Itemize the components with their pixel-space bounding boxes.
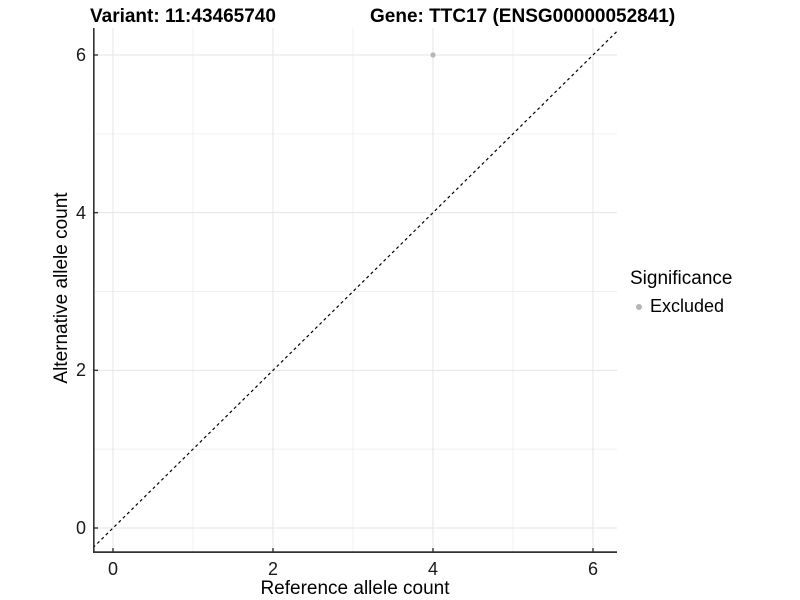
plot-panel — [93, 28, 617, 553]
plot-title-variant: Variant: 11:43465740 — [90, 6, 276, 27]
y-tick-label: 6 — [75, 45, 86, 65]
plot-canvas — [93, 28, 617, 553]
x-tick-label: 6 — [587, 559, 599, 579]
x-tick-label: 4 — [427, 559, 439, 579]
data-point — [430, 52, 436, 58]
y-tick-label: 0 — [75, 518, 86, 538]
x-tick-label: 2 — [267, 559, 279, 579]
plot-title-gene: Gene: TTC17 (ENSG00000052841) — [370, 6, 676, 27]
x-tick-label: 0 — [107, 559, 119, 579]
identity-dashed-line — [93, 30, 617, 549]
x-axis-title: Reference allele count — [260, 578, 450, 599]
legend-title: Significance — [630, 268, 733, 289]
legend-entry-label: Excluded — [650, 296, 725, 316]
legend-point-icon — [628, 297, 650, 317]
y-tick-label: 2 — [75, 360, 86, 381]
y-tick-label: 4 — [75, 202, 86, 223]
legend-entry-excluded: Excluded — [630, 296, 732, 317]
legend: Significance Excluded — [630, 268, 732, 317]
y-axis-title: Alternative allele count — [51, 192, 72, 384]
